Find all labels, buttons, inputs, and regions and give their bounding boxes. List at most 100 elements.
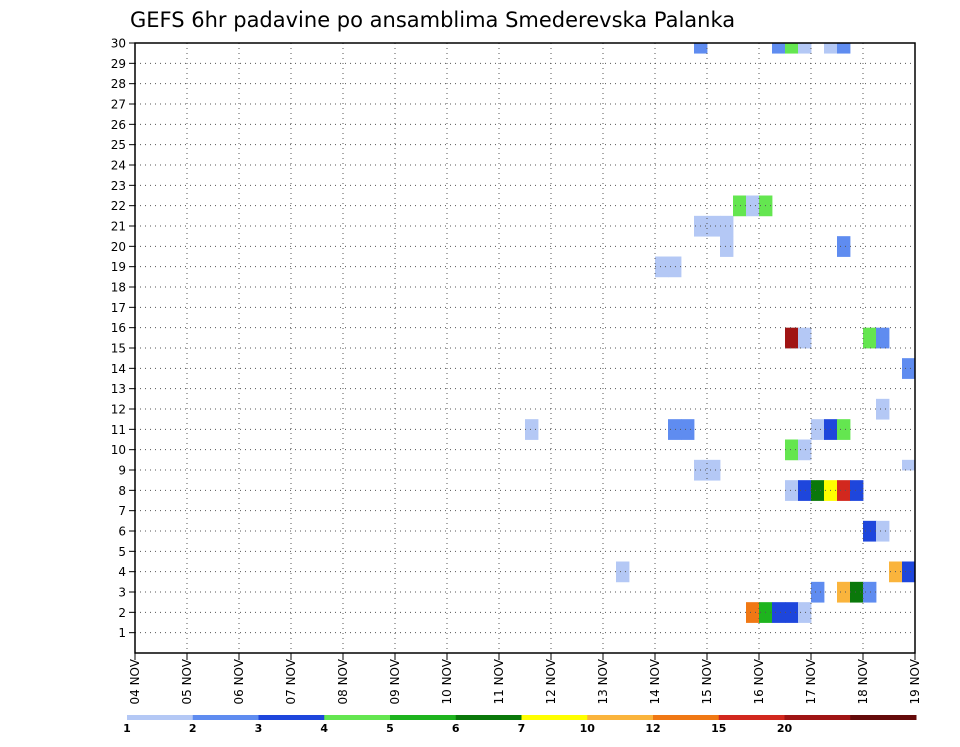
- y-tick-label: 23: [111, 179, 126, 193]
- precip-cell: [876, 327, 890, 339]
- precip-cell: [746, 195, 760, 207]
- precip-cell: [798, 337, 812, 349]
- precip-cell: [798, 449, 812, 461]
- colorbar-label: 2: [189, 722, 197, 735]
- x-tick-label: 14 NOV: [648, 658, 662, 704]
- precip-cell: [811, 581, 825, 593]
- colorbar: 1 2 3 4 5 6 7 10 12 15 20: [123, 715, 917, 735]
- precip-cell: [863, 592, 877, 603]
- colorbar-segment: [127, 715, 194, 720]
- precip-cell: [798, 327, 812, 339]
- precip-cell: [772, 602, 786, 613]
- precip-cell: [720, 246, 734, 257]
- precip-cell: [837, 480, 851, 491]
- colorbar-segment: [390, 715, 457, 720]
- colorbar-label: 4: [320, 722, 328, 735]
- colorbar-label: 15: [711, 722, 726, 735]
- x-tick-label: 13 NOV: [596, 658, 610, 704]
- precip-cell: [746, 612, 760, 623]
- y-tick-label: 21: [111, 220, 126, 234]
- precip-cell: [668, 266, 682, 278]
- precip-cell: [720, 226, 734, 237]
- colorbar-segment: [192, 715, 259, 720]
- precip-cell: [681, 429, 695, 440]
- precip-cell: [863, 581, 877, 593]
- precip-cell: [876, 398, 890, 410]
- precip-cell: [837, 429, 851, 440]
- y-tick-label: 11: [111, 423, 126, 437]
- precip-cell: [902, 368, 916, 379]
- precip-cell: [811, 419, 825, 430]
- precip-cell: [785, 449, 799, 461]
- y-axis: 1234567891011121314151617181920212223242…: [111, 37, 135, 640]
- x-tick-label: 08 NOV: [336, 658, 350, 704]
- precip-cell: [772, 612, 786, 623]
- precip-cell: [785, 327, 799, 339]
- colorbar-segment: [455, 715, 522, 720]
- precip-cell: [863, 337, 877, 349]
- precip-cell: [681, 419, 695, 430]
- y-tick-label: 10: [111, 443, 126, 457]
- precip-cell: [811, 480, 825, 491]
- y-tick-label: 27: [111, 98, 126, 112]
- precip-cell: [785, 480, 799, 491]
- precip-cell: [707, 215, 721, 227]
- precip-cell: [824, 429, 838, 440]
- precip-cell: [720, 236, 734, 247]
- precip-cell: [720, 215, 734, 227]
- precip-cell: [798, 480, 812, 491]
- precip-cell: [707, 470, 721, 481]
- precip-cell: [902, 561, 916, 573]
- y-tick-label: 13: [111, 382, 126, 396]
- x-tick-label: 07 NOV: [284, 658, 298, 704]
- y-tick-label: 17: [111, 301, 126, 315]
- precip-cell: [785, 43, 799, 54]
- precip-cell: [889, 571, 903, 583]
- precip-cell: [811, 429, 825, 440]
- precip-cell: [694, 470, 708, 481]
- precip-cell: [837, 246, 851, 257]
- precip-cell: [694, 43, 708, 54]
- precip-cell: [837, 592, 851, 603]
- precip-cell: [863, 520, 877, 532]
- precip-cell: [785, 337, 799, 349]
- x-tick-label: 10 NOV: [440, 658, 454, 704]
- precip-cell: [616, 561, 630, 573]
- y-tick-label: 28: [111, 77, 126, 91]
- y-tick-label: 4: [118, 565, 126, 579]
- x-tick-label: 06 NOV: [232, 658, 246, 704]
- x-tick-label: 17 NOV: [804, 658, 818, 704]
- precip-cell: [876, 337, 890, 349]
- y-tick-label: 24: [111, 159, 126, 173]
- colorbar-segment: [718, 715, 785, 720]
- precip-cell: [785, 490, 799, 501]
- chart-title: GEFS 6hr padavine po ansamblima Smederev…: [130, 8, 735, 32]
- y-tick-label: 3: [118, 586, 126, 600]
- precip-cell: [863, 327, 877, 339]
- x-axis: 04 NOV 05 NOV 06 NOV 07 NOV 08 NOV 09 NOV 10 N…: [128, 653, 922, 705]
- precip-cell: [902, 571, 916, 583]
- colorbar-label: 7: [518, 722, 526, 735]
- precip-cell: [694, 215, 708, 227]
- precip-cell: [902, 459, 916, 471]
- precip-cell: [772, 43, 786, 54]
- precip-cell: [694, 226, 708, 237]
- precip-cell: [863, 531, 877, 542]
- precip-cell: [811, 592, 825, 603]
- y-tick-label: 25: [111, 138, 126, 152]
- colorbar-segment: [521, 715, 588, 720]
- y-tick-label: 29: [111, 57, 126, 71]
- precip-cell: [798, 43, 812, 54]
- y-tick-label: 2: [118, 606, 126, 620]
- precip-cell: [850, 592, 864, 603]
- colorbar-label: 10: [580, 722, 596, 735]
- precip-cell: [707, 226, 721, 237]
- precip-cell: [759, 602, 773, 613]
- y-tick-label: 14: [111, 362, 126, 376]
- precip-cell: [668, 256, 682, 268]
- precip-cell: [668, 419, 682, 430]
- precip-cell: [824, 490, 838, 501]
- y-tick-label: 18: [111, 281, 126, 295]
- precip-cell: [837, 581, 851, 593]
